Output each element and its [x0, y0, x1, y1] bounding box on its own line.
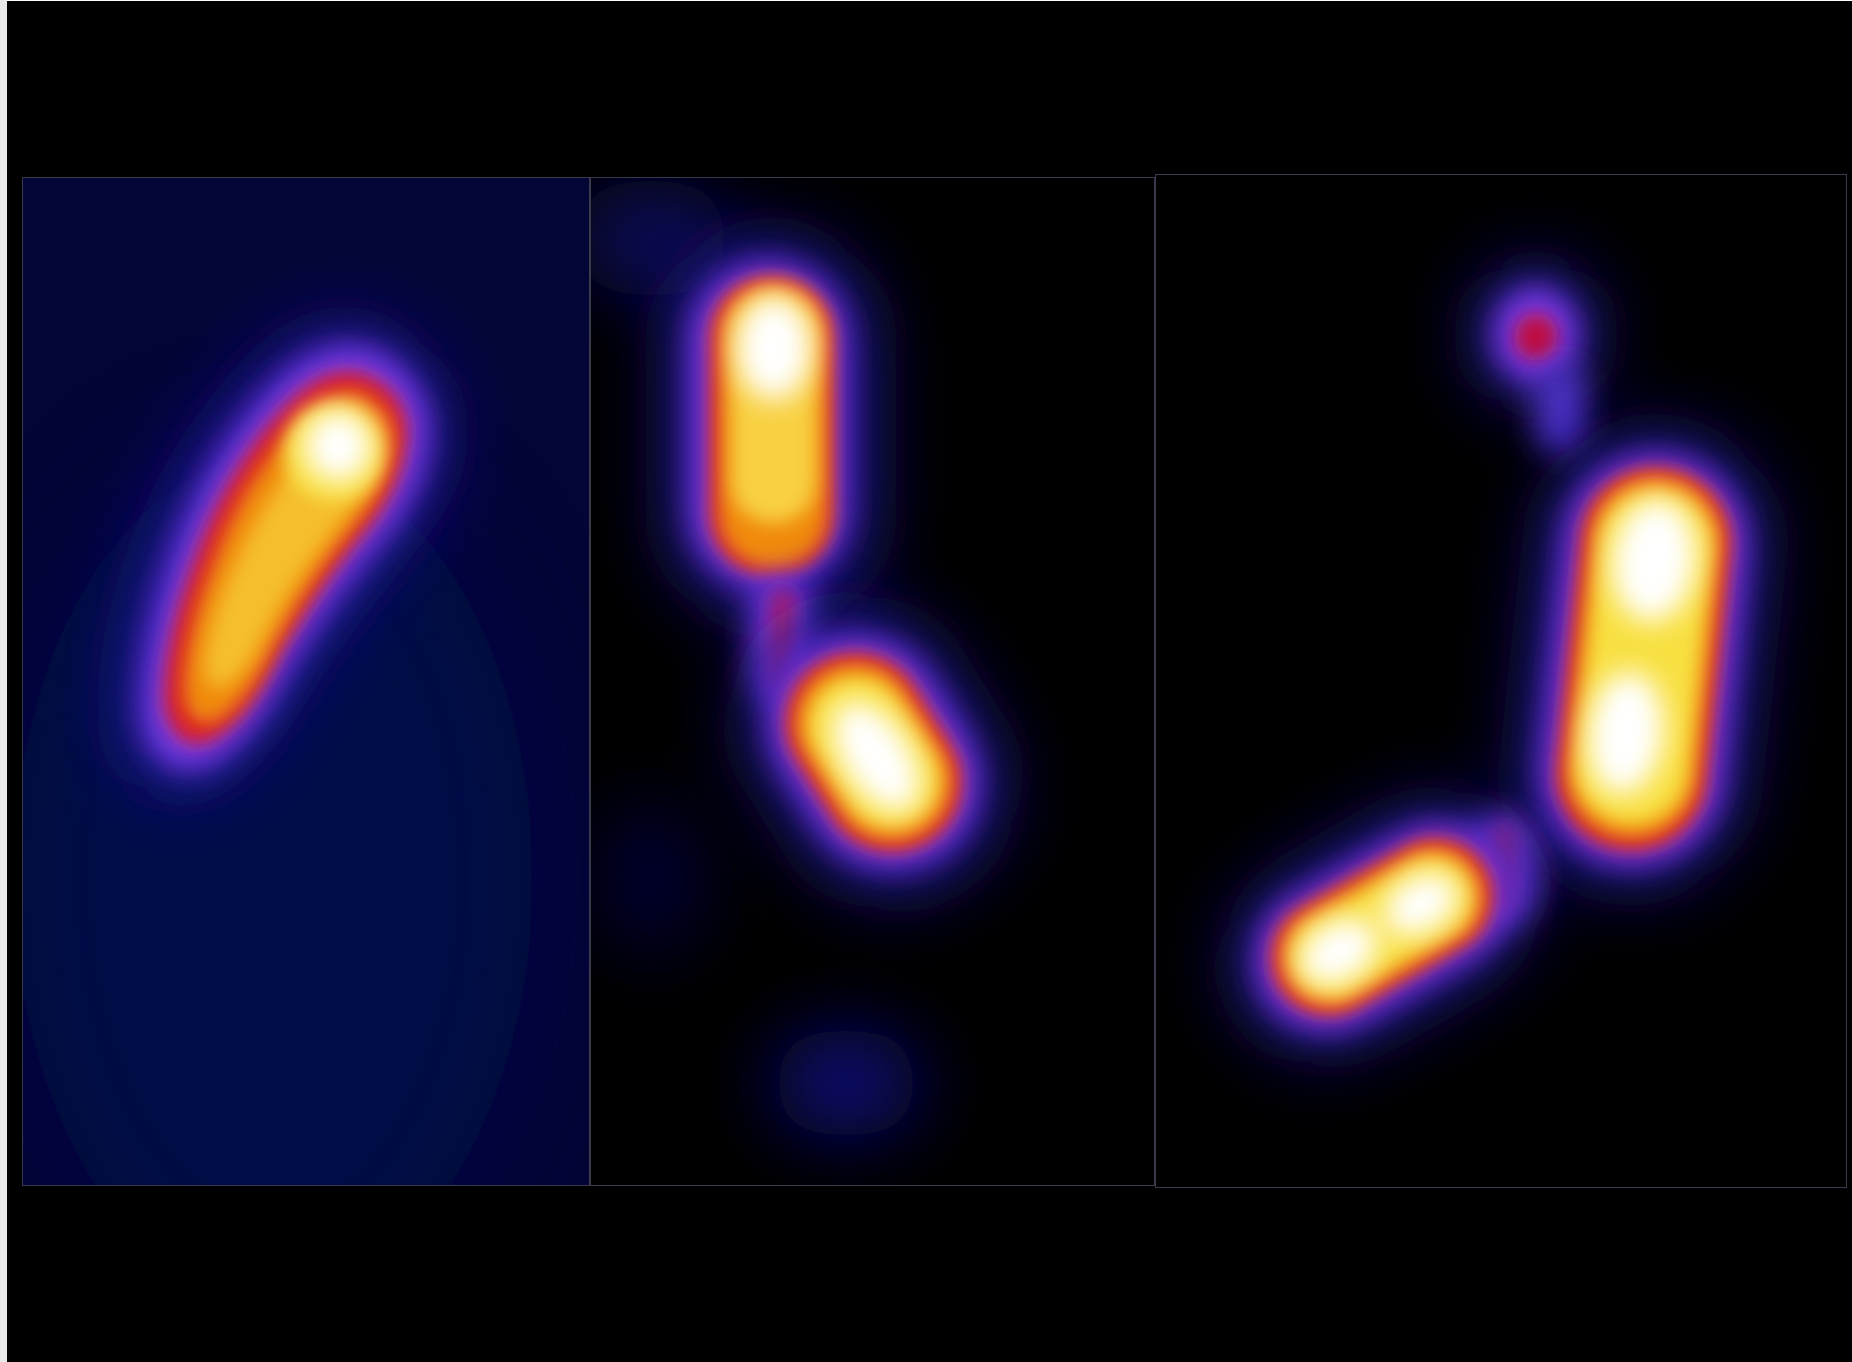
hotspot-bridge-3a: [1536, 365, 1586, 455]
hotspot-3c: [1236, 805, 1529, 1049]
scan-image-1: [23, 178, 589, 1185]
scan-image-2: [591, 178, 1154, 1185]
left-margin-strip: [0, 0, 7, 1362]
scan-image-3: [1156, 175, 1846, 1187]
hotspot-3b: [1522, 435, 1764, 885]
hotspot-1: [122, 326, 445, 790]
scan-panel-1: [22, 177, 590, 1186]
scan-panel-3: [1155, 174, 1847, 1188]
hotspot-2b: [745, 611, 1002, 894]
hotspot-2a: [671, 238, 871, 618]
scan-panel-2: [590, 177, 1155, 1186]
